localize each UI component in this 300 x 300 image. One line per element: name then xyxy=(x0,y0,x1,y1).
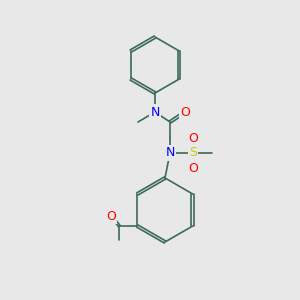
Text: N: N xyxy=(165,146,175,160)
Text: N: N xyxy=(150,106,160,118)
Text: O: O xyxy=(106,209,116,223)
Text: O: O xyxy=(180,106,190,118)
Text: O: O xyxy=(188,131,198,145)
Text: S: S xyxy=(189,146,197,160)
Text: O: O xyxy=(188,161,198,175)
